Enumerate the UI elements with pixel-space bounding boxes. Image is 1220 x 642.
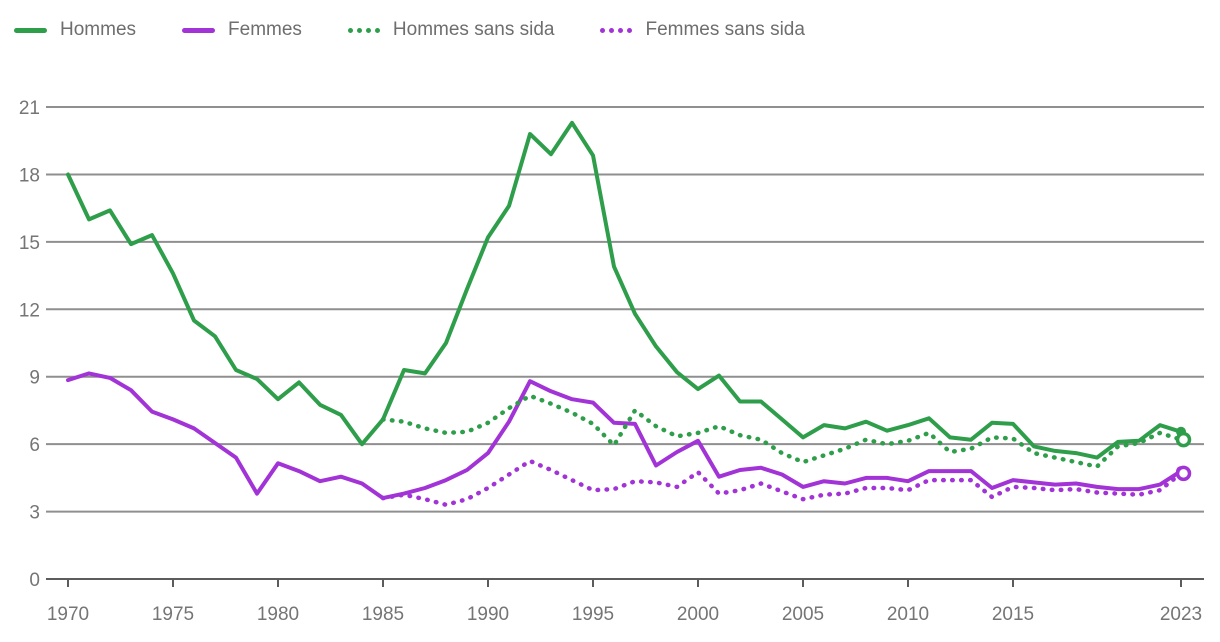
y-axis-tick-label: 0 (29, 570, 40, 591)
series-line-femmes (66, 371, 1183, 501)
x-axis-tick-label: 2000 (677, 604, 719, 625)
legend-label: Hommes (60, 19, 137, 40)
y-axis-tick-label: 9 (29, 368, 40, 389)
x-axis-tick-label: 1970 (47, 604, 89, 625)
x-axis-tick-label: 2010 (887, 604, 929, 625)
y-axis-tick-label: 21 (19, 98, 40, 119)
x-axis-tick-label: 1995 (572, 604, 614, 625)
legend-label: Femmes sans sida (645, 19, 805, 40)
end-marker-open-femmes-sans-sida (1175, 465, 1192, 482)
y-axis-tick-label: 15 (19, 233, 40, 254)
y-axis-tick-label: 6 (29, 435, 40, 456)
legend-swatch-dotted-purple-icon (600, 27, 633, 33)
x-axis-tick-label: 2005 (782, 604, 824, 625)
series-line-hommes-sans-sida (380, 393, 1184, 469)
series-line-hommes (66, 120, 1183, 460)
legend-item-femmes: Femmes (182, 17, 302, 43)
x-axis-tick-label: 1985 (362, 604, 404, 625)
x-axis-tick-label: 1975 (152, 604, 194, 625)
legend-swatch-solid-purple-icon (182, 27, 216, 33)
legend-swatch-solid-green-icon (14, 27, 47, 33)
legend-item-hommes: Hommes (14, 17, 136, 43)
x-axis-tick-label: 2015 (992, 604, 1034, 625)
legend-label: Femmes (228, 19, 302, 40)
x-axis-tick-label: 1980 (257, 604, 299, 625)
series-line-femmes-sans-sida (380, 458, 1184, 508)
legend-item-femmes-sans-sida: Femmes sans sida (600, 17, 805, 43)
legend-label: Hommes sans sida (392, 19, 555, 40)
x-axis-tick-label: 1990 (467, 604, 509, 625)
end-marker-open-hommes-sans-sida (1175, 431, 1192, 448)
y-axis-tick-label: 3 (29, 503, 40, 524)
legend-swatch-dotted-green-icon (347, 27, 380, 33)
legend-item-hommes-sans-sida: Hommes sans sida (347, 17, 555, 43)
x-axis-tick-label: 2023 (1160, 604, 1202, 625)
y-axis-tick-label: 12 (19, 300, 40, 321)
y-axis-tick-label: 18 (19, 165, 40, 186)
chart-legend: Hommes Femmes Hommes sans sida Femmes sa… (14, 17, 851, 43)
